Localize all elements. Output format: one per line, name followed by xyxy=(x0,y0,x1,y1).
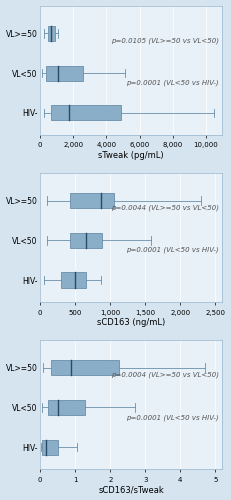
FancyBboxPatch shape xyxy=(48,26,55,41)
Text: p=0.0001 (VL<50 vs HIV-): p=0.0001 (VL<50 vs HIV-) xyxy=(126,247,219,254)
Text: p=0.0044 (VL>=50 vs VL<50): p=0.0044 (VL>=50 vs VL<50) xyxy=(111,204,219,211)
X-axis label: sTweak (pg/mL): sTweak (pg/mL) xyxy=(98,151,164,160)
Text: p=0.0001 (VL<50 vs HIV-): p=0.0001 (VL<50 vs HIV-) xyxy=(126,414,219,420)
FancyBboxPatch shape xyxy=(52,106,121,120)
X-axis label: sCD163 (ng/mL): sCD163 (ng/mL) xyxy=(97,318,165,328)
FancyBboxPatch shape xyxy=(42,440,58,454)
FancyBboxPatch shape xyxy=(46,66,83,80)
FancyBboxPatch shape xyxy=(70,232,102,248)
FancyBboxPatch shape xyxy=(48,400,85,415)
FancyBboxPatch shape xyxy=(52,360,119,375)
FancyBboxPatch shape xyxy=(61,272,86,287)
Text: p=0.0001 (VL<50 vs HIV-): p=0.0001 (VL<50 vs HIV-) xyxy=(126,80,219,86)
Text: p=0.0004 (VL>=50 vs VL<50): p=0.0004 (VL>=50 vs VL<50) xyxy=(111,372,219,378)
FancyBboxPatch shape xyxy=(70,193,114,208)
X-axis label: sCD163/sTweak: sCD163/sTweak xyxy=(98,486,164,494)
Text: p=0.0105 (VL>=50 vs VL<50): p=0.0105 (VL>=50 vs VL<50) xyxy=(111,37,219,44)
